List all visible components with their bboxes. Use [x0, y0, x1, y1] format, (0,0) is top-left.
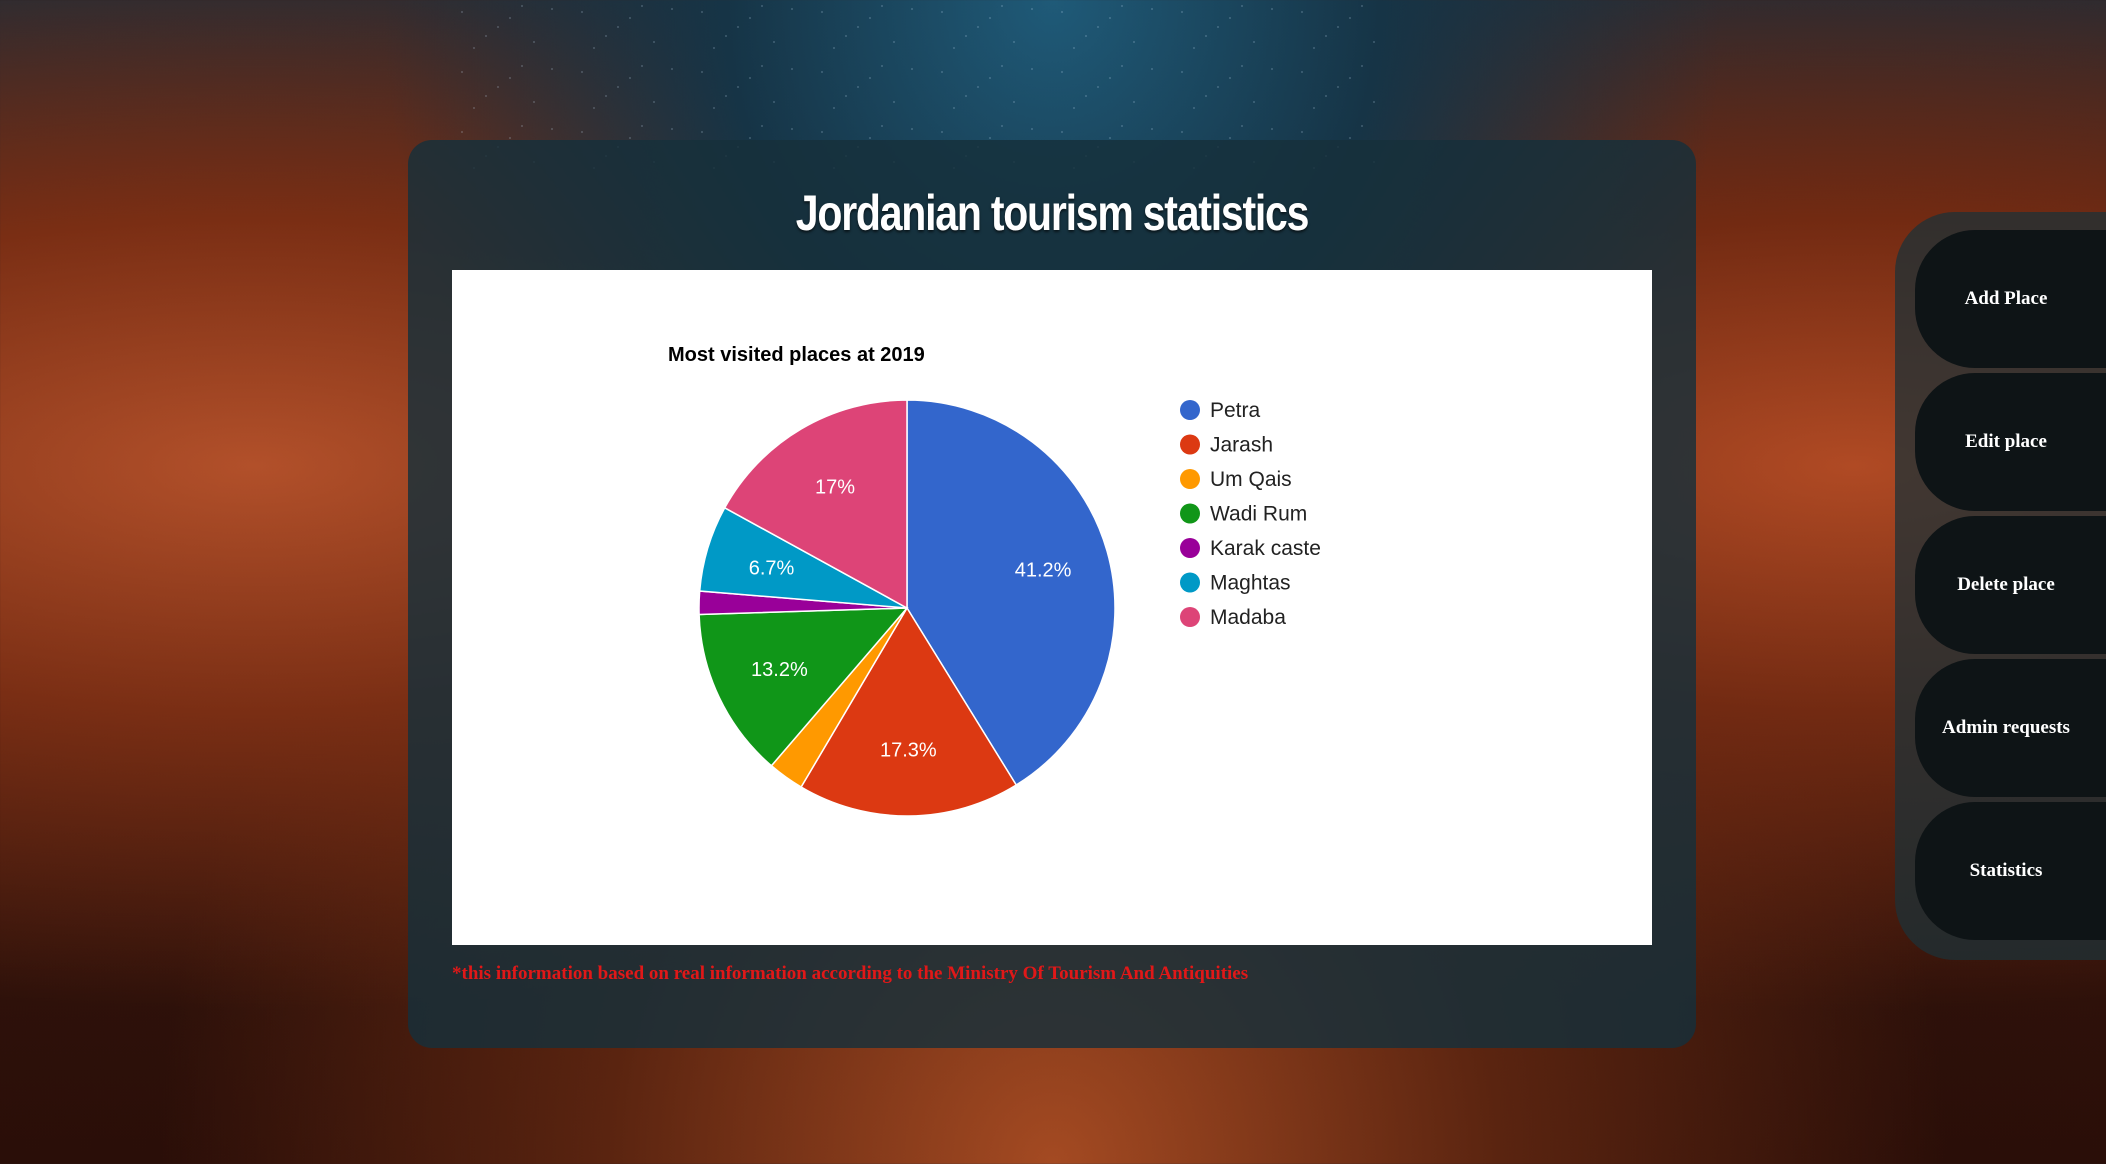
legend-swatch: [1180, 434, 1200, 455]
source-footnote: *this information based on real informat…: [452, 963, 1249, 984]
legend-label: Um Qais: [1210, 468, 1292, 491]
pie-slice-jarash[interactable]: [800, 606, 1018, 817]
legend-swatch: [1180, 503, 1200, 524]
legend-label: Wadi Rum: [1210, 503, 1307, 526]
legend-swatch: [1180, 469, 1200, 489]
chart-title: Most visited places at 2019: [668, 344, 925, 366]
pie-chart-container: Most visited places at 2019 41.2% 17.3% 13.…: [452, 270, 1652, 945]
slice-label: 17.3%: [880, 739, 937, 761]
legend-label: Madaba: [1210, 606, 1286, 629]
legend-swatch: [1180, 400, 1200, 420]
statistics-panel: Jordanian tourism statistics Most visite…: [408, 140, 1696, 1048]
legend-swatch: [1180, 607, 1200, 627]
slice-label: 6.7%: [749, 557, 795, 579]
delete-place-button[interactable]: Delete place: [1915, 516, 2106, 654]
admin-requests-button[interactable]: Admin requests: [1915, 659, 2106, 797]
legend-label: Petra: [1210, 399, 1261, 422]
slice-label: 13.2%: [751, 659, 808, 681]
edit-place-button[interactable]: Edit place: [1915, 373, 2106, 511]
legend-swatch: [1180, 538, 1200, 558]
legend-label: Maghtas: [1210, 572, 1291, 595]
legend-label: Karak caste: [1210, 537, 1321, 560]
admin-sidebar: Add Place Edit place Delete place Admin …: [1895, 212, 2106, 960]
slice-label: 41.2%: [1015, 559, 1072, 581]
pie-chart: Most visited places at 2019 41.2% 17.3% 13.…: [668, 344, 1321, 817]
page-title: Jordanian tourism statistics: [795, 185, 1310, 241]
slice-label: 17%: [815, 476, 855, 498]
add-place-button[interactable]: Add Place: [1915, 230, 2106, 368]
legend-swatch: [1180, 572, 1200, 593]
legend-label: Jarash: [1210, 434, 1273, 457]
pie-slice-wadi-rum[interactable]: [698, 607, 909, 767]
pie-slice-madaba[interactable]: [723, 399, 908, 610]
pie-slice-petra[interactable]: [906, 399, 1116, 787]
statistics-button[interactable]: Statistics: [1915, 802, 2106, 940]
